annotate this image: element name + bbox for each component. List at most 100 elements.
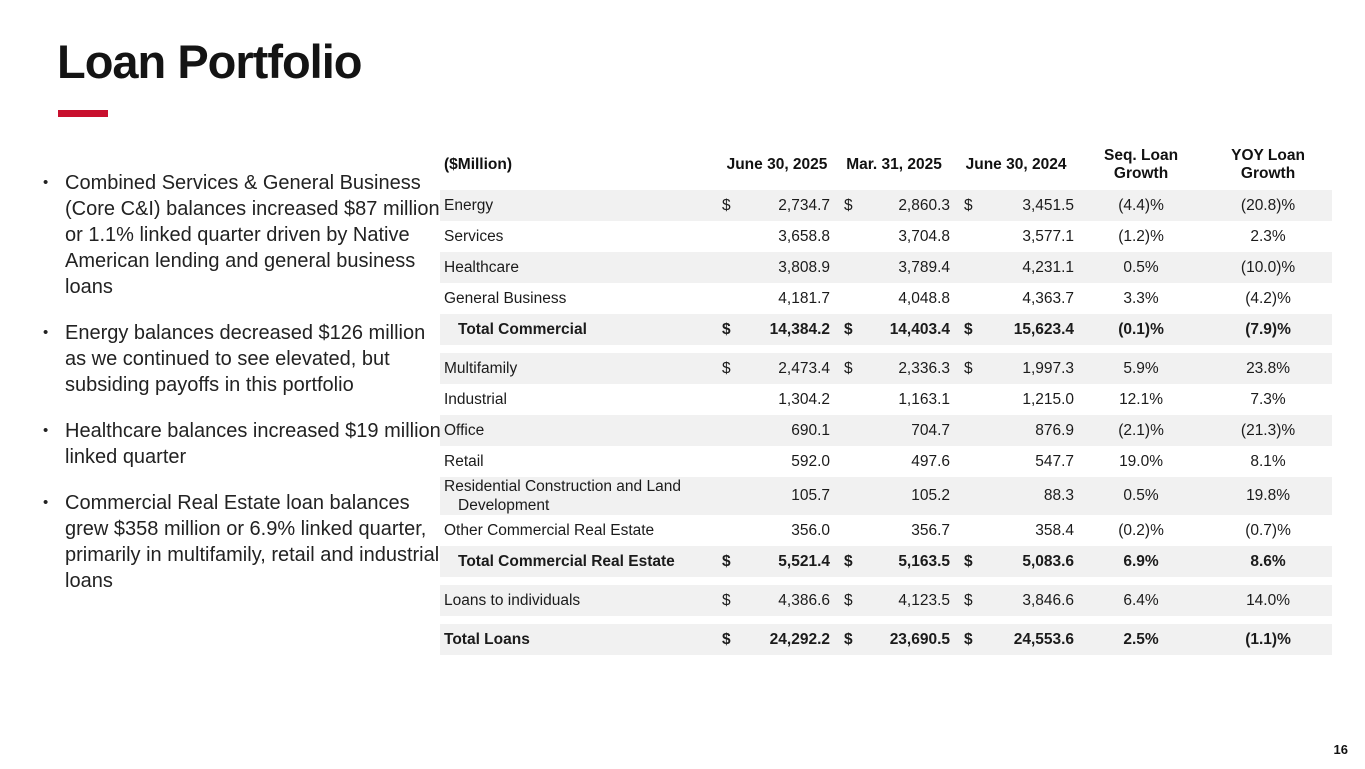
row-label: Office bbox=[440, 415, 720, 446]
dollar-sign bbox=[720, 384, 746, 415]
value-june-2024: 358.4 bbox=[1035, 521, 1075, 539]
row-label: Loans to individuals bbox=[440, 585, 720, 616]
bullet-item: • Energy balances decreased $126 million … bbox=[40, 320, 442, 398]
value-june-2024: 15,623.4 bbox=[990, 314, 1079, 345]
seq-growth: (1.2)% bbox=[1118, 227, 1164, 245]
row-label: General Business bbox=[444, 290, 567, 307]
col-header-mar-31-2025: Mar. 31, 2025 bbox=[846, 156, 942, 173]
value-june-2024: 3,577.1 bbox=[1022, 227, 1075, 245]
value-june-2025: 24,292.2 bbox=[746, 624, 835, 655]
dollar-sign bbox=[834, 446, 870, 477]
value-june-2025: 592.0 bbox=[791, 452, 831, 470]
value-mar-2025: 3,789.4 bbox=[870, 252, 955, 283]
dollar-sign bbox=[954, 283, 990, 314]
dollar-sign bbox=[834, 515, 870, 546]
unit-label: ($Million) bbox=[444, 156, 513, 173]
value-mar-2025: 23,690.5 bbox=[870, 624, 955, 655]
table-row: Loans to individuals $4,386.6 $4,123.5 $3,8… bbox=[440, 585, 1333, 616]
dollar-sign bbox=[954, 221, 990, 252]
value-june-2025: 14,384.2 bbox=[746, 314, 835, 345]
page-number: 16 bbox=[1333, 742, 1348, 757]
row-label: Residential Construction and Land Develo… bbox=[440, 477, 720, 515]
row-label: Healthcare bbox=[440, 252, 720, 283]
value-mar-2025: 2,860.3 bbox=[870, 190, 955, 221]
table-row: Services 3,658.8 3,704.8 3,577.1 (1.2)% 2.3% bbox=[440, 221, 1332, 252]
row-label: Industrial bbox=[444, 391, 507, 408]
dollar-sign: $ bbox=[720, 190, 746, 221]
seq-growth: (0.1)% bbox=[1078, 314, 1205, 345]
seq-growth: 5.9% bbox=[1078, 353, 1205, 384]
row-label: Total Loans bbox=[440, 624, 720, 655]
value-june-2025: 105.7 bbox=[746, 477, 835, 515]
value-june-2025: 690.1 bbox=[746, 415, 835, 446]
yoy-growth: 14.0% bbox=[1204, 585, 1333, 616]
loan-table: ($Million) June 30, 2025 Mar. 31, 2025 J… bbox=[440, 140, 1333, 655]
table-row: Industrial 1,304.2 1,163.1 1,215.0 12.1% 7.3% bbox=[440, 384, 1332, 415]
row-label: Total Commercial bbox=[440, 314, 720, 345]
dollar-sign bbox=[834, 384, 870, 415]
value-june-2024: 3,846.6 bbox=[990, 585, 1079, 616]
table-header-row: ($Million) June 30, 2025 Mar. 31, 2025 J… bbox=[440, 140, 1332, 190]
value-june-2025: 1,304.2 bbox=[778, 390, 831, 408]
dollar-sign: $ bbox=[834, 190, 871, 221]
value-june-2024: 1,997.3 bbox=[990, 353, 1079, 384]
row-label: Total Commercial Real Estate bbox=[440, 546, 720, 577]
dollar-sign bbox=[834, 252, 871, 283]
bullet-text: Healthcare balances increased $19 millio… bbox=[65, 420, 441, 468]
bullet-item: • Healthcare balances increased $19 milli… bbox=[40, 418, 442, 470]
bullet-marker: • bbox=[43, 494, 49, 511]
col-header-june-30-2025: June 30, 2025 bbox=[726, 156, 828, 173]
dollar-sign: $ bbox=[834, 624, 871, 655]
value-mar-2025: 5,163.5 bbox=[870, 546, 955, 577]
dollar-sign: $ bbox=[954, 314, 991, 345]
value-june-2024: 547.7 bbox=[1035, 452, 1075, 470]
col-header-seq-loan-growth: Seq. Loan Growth bbox=[1104, 147, 1179, 182]
value-mar-2025: 497.6 bbox=[911, 452, 951, 470]
value-mar-2025: 356.7 bbox=[911, 521, 951, 539]
seq-growth: 3.3% bbox=[1123, 289, 1159, 307]
bullet-item: • Commercial Real Estate loan balances gr… bbox=[40, 490, 442, 594]
yoy-growth: (7.9)% bbox=[1204, 314, 1333, 345]
yoy-growth: 2.3% bbox=[1250, 227, 1286, 245]
dollar-sign bbox=[720, 252, 746, 283]
dollar-sign: $ bbox=[720, 585, 746, 616]
value-june-2025: 2,734.7 bbox=[746, 190, 835, 221]
seq-growth: (0.2)% bbox=[1118, 521, 1164, 539]
seq-growth: 6.4% bbox=[1078, 585, 1205, 616]
dollar-sign bbox=[834, 477, 871, 515]
table-row: General Business 4,181.7 4,048.8 4,363.7 3.3… bbox=[440, 283, 1332, 314]
value-mar-2025: 105.2 bbox=[870, 477, 955, 515]
value-june-2025: 4,181.7 bbox=[778, 289, 831, 307]
col-header-yoy-loan-growth: YOY Loan Growth bbox=[1231, 147, 1305, 182]
yoy-growth: (0.7)% bbox=[1245, 521, 1291, 539]
row-label: Retail bbox=[444, 453, 484, 470]
yoy-growth: (10.0)% bbox=[1204, 252, 1333, 283]
seq-growth: (2.1)% bbox=[1078, 415, 1205, 446]
seq-growth: 19.0% bbox=[1119, 452, 1164, 470]
loan-table-container: ($Million) June 30, 2025 Mar. 31, 2025 J… bbox=[440, 140, 1333, 655]
value-mar-2025: 14,403.4 bbox=[870, 314, 955, 345]
yoy-growth: (21.3)% bbox=[1204, 415, 1333, 446]
dollar-sign: $ bbox=[720, 546, 746, 577]
value-june-2024: 5,083.6 bbox=[990, 546, 1079, 577]
bullet-text: Energy balances decreased $126 million a… bbox=[65, 322, 426, 396]
dollar-sign: $ bbox=[954, 624, 991, 655]
dollar-sign bbox=[720, 477, 746, 515]
bullet-list: • Combined Services & General Business (C… bbox=[40, 170, 442, 614]
bullet-marker: • bbox=[43, 174, 49, 191]
dollar-sign: $ bbox=[834, 585, 871, 616]
row-label: Multifamily bbox=[440, 353, 720, 384]
dollar-sign bbox=[834, 283, 870, 314]
dollar-sign bbox=[834, 221, 870, 252]
value-june-2025: 3,658.8 bbox=[778, 227, 831, 245]
yoy-growth: 19.8% bbox=[1204, 477, 1333, 515]
bullet-marker: • bbox=[43, 422, 49, 439]
value-june-2025: 5,521.4 bbox=[746, 546, 835, 577]
dollar-sign: $ bbox=[720, 353, 746, 384]
table-row: Total Loans $24,292.2 $23,690.5 $24,553.6 2.… bbox=[440, 624, 1333, 655]
table-row: Total Commercial Real Estate $5,521.4 $5,1… bbox=[440, 546, 1333, 577]
value-june-2024: 3,451.5 bbox=[990, 190, 1079, 221]
yoy-growth: (4.2)% bbox=[1245, 289, 1291, 307]
seq-growth: 0.5% bbox=[1078, 252, 1205, 283]
value-june-2024: 1,215.0 bbox=[1022, 390, 1075, 408]
